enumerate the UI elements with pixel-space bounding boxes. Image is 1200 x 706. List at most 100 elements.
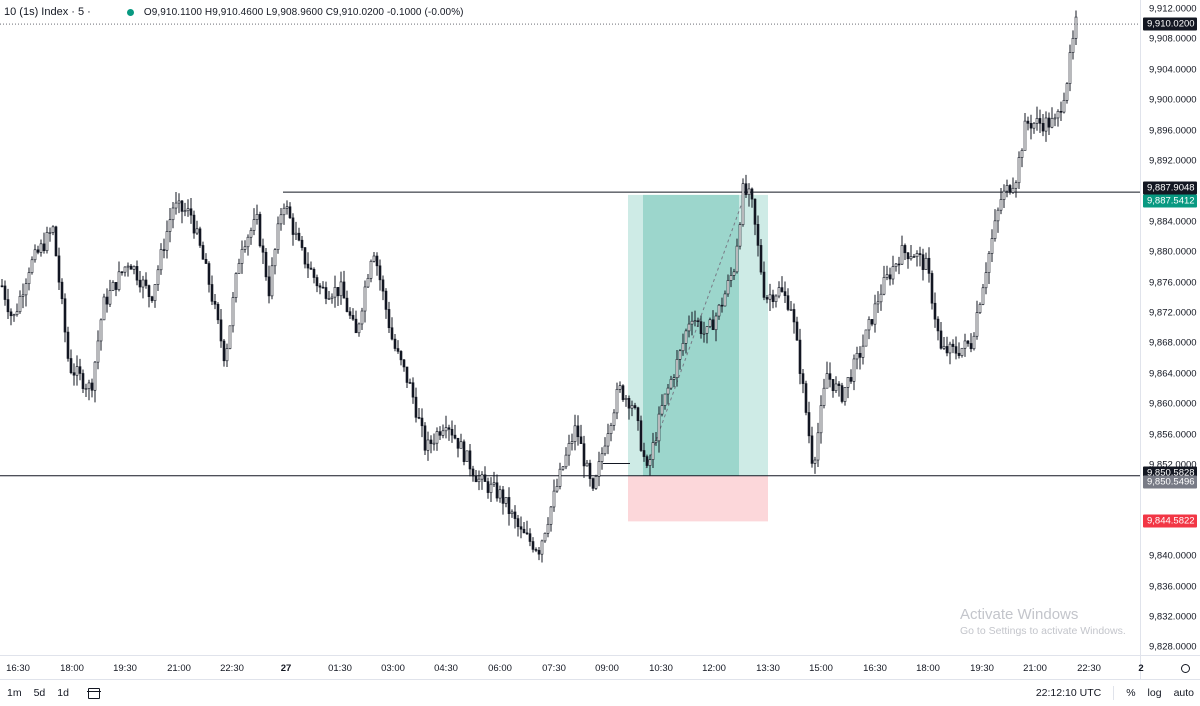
candle-body [873, 303, 877, 325]
candle-body [900, 245, 904, 265]
candle-body [336, 287, 340, 297]
candle-body [330, 296, 334, 299]
candle-body [870, 319, 874, 325]
time-tick-label: 10:30 [649, 663, 673, 674]
range-5d-button[interactable]: 5d [33, 687, 46, 699]
candle-body [6, 299, 10, 313]
time-tick-label: 03:00 [381, 663, 405, 674]
candle-body [648, 459, 652, 466]
time-tick-label: 18:00 [916, 663, 940, 674]
candle-body [762, 271, 766, 298]
candle-body [744, 183, 748, 195]
candle-body [705, 326, 709, 334]
candle-body [690, 320, 694, 325]
range-1m-button[interactable]: 1m [7, 687, 22, 699]
bottom-toolbar: 1m 5d 1d 22:12:10 UTC % log auto [0, 679, 1200, 706]
candle-body [657, 413, 661, 442]
candle-body [780, 287, 784, 292]
candle-body [237, 263, 241, 274]
candle-body [969, 343, 973, 350]
log-toggle[interactable]: log [1147, 687, 1162, 699]
price-chart[interactable] [0, 0, 1140, 655]
candle-body [954, 346, 958, 354]
candle-body [939, 330, 943, 349]
candle-body [615, 389, 619, 414]
candle-body [531, 541, 535, 550]
candle-body [288, 206, 292, 219]
price-tick-label: 9,912.0000 [1149, 3, 1197, 15]
candle-body [231, 297, 235, 327]
candle-body [537, 550, 541, 555]
candle-body [147, 285, 151, 297]
candle-body [498, 489, 502, 499]
price-tick-label: 9,876.0000 [1149, 277, 1197, 289]
candle-body [189, 208, 193, 216]
candle-body [489, 483, 493, 493]
candle-body [303, 247, 307, 265]
candle-body [750, 188, 754, 200]
candle-body [810, 435, 814, 464]
candle-body [975, 312, 979, 337]
candle-body [375, 255, 379, 267]
candle-body [1017, 157, 1021, 184]
candle-body [795, 321, 799, 341]
candle-body [579, 436, 583, 444]
settings-gear-icon[interactable] [1181, 664, 1190, 673]
candle-body [411, 382, 415, 398]
candle-body [129, 265, 133, 270]
candle-body [138, 279, 142, 288]
candle-body [912, 256, 916, 258]
candle-body [606, 433, 610, 447]
candle-body [426, 439, 430, 451]
candle-body [768, 294, 772, 300]
candle-body [351, 315, 355, 320]
candle-body [123, 266, 127, 273]
candle-body [909, 256, 913, 260]
candle-body [588, 462, 592, 479]
auto-toggle[interactable]: auto [1173, 687, 1194, 699]
candle-body [90, 382, 94, 391]
candle-body [1011, 187, 1015, 193]
time-tick-label: 18:00 [60, 663, 84, 674]
candle-body [558, 468, 562, 487]
candle-body [183, 210, 187, 213]
candle-body [252, 219, 256, 231]
candle-body [1020, 150, 1024, 158]
candle-body [816, 432, 820, 461]
candle-body [567, 443, 571, 456]
candle-body [879, 293, 883, 303]
candle-body [642, 450, 646, 457]
candle-body [639, 420, 643, 451]
candle-body [255, 214, 259, 220]
symbol-title[interactable]: 10 (1s) Index · 5 · [4, 6, 91, 18]
candle-body [192, 214, 196, 234]
candle-body [564, 454, 568, 468]
candle-body [222, 340, 226, 362]
candle-body [510, 511, 514, 514]
candle-body [846, 377, 850, 388]
candle-body [402, 359, 406, 368]
utc-clock[interactable]: 22:12:10 UTC [1035, 687, 1102, 699]
candle-body [1008, 185, 1012, 193]
candle-body [1002, 190, 1006, 200]
price-tick-label: 9,828.0000 [1149, 641, 1197, 653]
candle-body [645, 456, 649, 466]
candle-body [504, 497, 508, 504]
candle-body [1044, 117, 1048, 132]
price-scale[interactable]: 9,912.0000 9,908.0000 9,904.0000 9,900.0000… [1140, 0, 1200, 655]
candle-body [60, 281, 64, 300]
candle-body [51, 226, 55, 233]
percent-toggle[interactable]: % [1126, 687, 1136, 699]
candle-body [261, 245, 265, 253]
candle-body [732, 271, 736, 276]
candle-body [852, 358, 856, 382]
calendar-icon[interactable] [86, 687, 101, 699]
range-1d-button[interactable]: 1d [57, 687, 69, 699]
time-tick-label: 15:00 [809, 663, 833, 674]
time-scale[interactable]: 16:30 18:00 19:30 21:00 22:30 27 01:30 03:00 04:… [0, 655, 1140, 679]
chart-pane[interactable]: 10 (1s) Index · 5 · O9,910.1100 H9,910.4… [0, 0, 1140, 655]
scale-corner: 2 [1138, 655, 1200, 679]
candle-body [585, 462, 589, 467]
candle-body [219, 319, 223, 342]
candle-body [96, 340, 100, 363]
